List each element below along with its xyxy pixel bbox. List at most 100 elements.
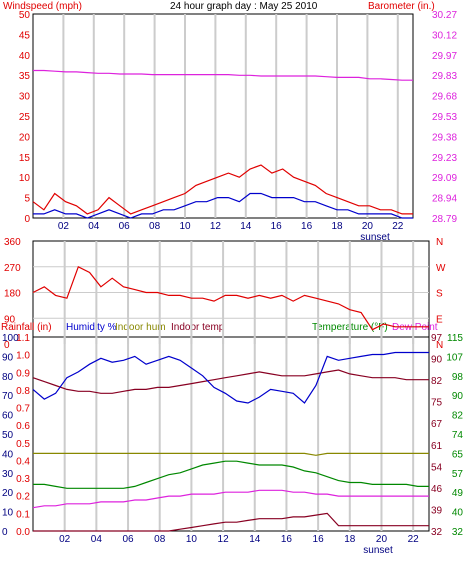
rain-ytick: 0.2 (16, 492, 30, 503)
barometer-ytick: 29.23 (432, 153, 457, 164)
wind-ytick: 35 (19, 71, 31, 82)
barometer-ytick: 29.53 (432, 112, 457, 123)
windspeed-line (32, 164, 413, 215)
compass-tick: E (436, 314, 443, 325)
temp-xtick: 22 (408, 534, 420, 545)
legend-indoor-temp: Indoor temp (171, 322, 225, 333)
barometer-ytick: 29.09 (432, 173, 457, 184)
barometer-ytick: 28.94 (432, 194, 457, 205)
wind-ytick: 25 (19, 112, 31, 123)
temp-xtick: 12 (218, 534, 230, 545)
direction-ytick: 360 (4, 237, 21, 248)
wind-ytick: 15 (19, 153, 31, 164)
wind-xtick: 12 (210, 221, 222, 232)
temp-ytick: 57 (452, 469, 464, 480)
temp-ytick: 49 (452, 488, 464, 499)
rain-ytick: 0.4 (16, 456, 30, 467)
temp-ytick: 65 (452, 449, 464, 460)
wind-ytick: 30 (19, 92, 31, 103)
barometer-ytick: 30.27 (432, 10, 457, 21)
humidity-line (32, 351, 429, 404)
temp-xtick: 06 (122, 534, 134, 545)
temp-xtick: 16 (313, 534, 325, 545)
barometer-ytick: 29.97 (432, 51, 457, 62)
wind-panel-frame (32, 13, 414, 219)
wind-ytick: 20 (19, 132, 31, 143)
wind-axis-label: Windspeed (mph) (3, 1, 82, 12)
temp-xtick: 04 (91, 534, 103, 545)
dewpoint-line (32, 489, 429, 509)
barometer-ytick: 29.83 (432, 71, 457, 82)
indoor-ytick: 39 (431, 505, 443, 516)
rain-ytick: 0.8 (16, 386, 30, 397)
indoor-ytick: 82 (431, 376, 443, 387)
direction-ytick: 90 (4, 314, 16, 325)
rain-ytick: 1.0 (16, 351, 30, 362)
wind-ytick: 10 (19, 173, 31, 184)
wind-xtick: 02 (58, 221, 70, 232)
rain-ytick: 0.6 (16, 421, 30, 432)
indoor-ytick: 32 (431, 527, 443, 538)
series-layer (32, 69, 429, 532)
legend-humidity: Humidity % (66, 322, 117, 333)
wind-xtick: 22 (392, 221, 404, 232)
humidity-ytick: 50 (2, 430, 14, 441)
indoor-ytick: 61 (431, 441, 443, 452)
barometer-ytick: 30.12 (432, 30, 457, 41)
rainfall-line (33, 512, 429, 532)
indoor-ytick: 46 (431, 484, 443, 495)
temp-ytick: 40 (452, 508, 464, 519)
tick-layer: 5045403530252015105030.2730.1229.9729.83… (2, 10, 463, 556)
temp-ytick: 115 (447, 333, 463, 344)
indoor-ytick: 97 (431, 333, 443, 344)
temp-xtick: 02 (59, 534, 71, 545)
indoor-ytick: 75 (431, 398, 443, 409)
direction-ytick: 180 (4, 289, 21, 300)
barometer-ytick: 29.38 (432, 132, 457, 143)
humidity-ytick: 40 (2, 449, 14, 460)
wind-xtick: 16 (271, 221, 283, 232)
temp-ytick: 107 (446, 352, 463, 363)
barometer-ytick: 29.68 (432, 92, 457, 103)
humidity-ytick: 30 (2, 469, 14, 480)
legend-dew-point: Dew Point (392, 322, 438, 333)
temp-xtick: 10 (186, 534, 198, 545)
wind-xtick: 16 (301, 221, 313, 232)
humidity-ytick: 20 (2, 488, 14, 499)
barometer-ytick: 28.79 (432, 214, 457, 225)
wind-xtick: 04 (88, 221, 100, 232)
wind-xtick: 06 (119, 221, 131, 232)
barometer-axis-label: Barometer (in.) (368, 1, 435, 12)
indoor-ytick: 67 (431, 419, 443, 430)
wind-xtick: 20 (362, 221, 374, 232)
temp-xtick: 16 (281, 534, 293, 545)
legend-rainfall: Rainfall (in) (1, 322, 52, 333)
rain-ytick: 1.1 (16, 333, 30, 344)
direction-ytick: 270 (4, 263, 21, 274)
wind-xtick: 08 (149, 221, 161, 232)
direction-line (32, 265, 429, 331)
rain-ytick: 0.3 (16, 474, 30, 485)
temp-xtick: 18 (344, 534, 356, 545)
humidity-ytick: 60 (2, 411, 14, 422)
compass-tick: S (436, 289, 443, 300)
grid-layer (33, 14, 429, 531)
sunset-label: sunset (360, 232, 390, 243)
compass-tick: W (436, 263, 446, 274)
rain-ytick: 0.1 (16, 509, 30, 520)
indoor-temp-line (32, 369, 429, 394)
temperature-line (33, 460, 429, 489)
sunset-label-bottom: sunset (363, 545, 393, 556)
humidity-ytick: 90 (2, 352, 14, 363)
wind-ytick: 0 (24, 214, 30, 225)
temp-xtick: 14 (249, 534, 261, 545)
legend-indoor-hum: Indoor hum (115, 322, 166, 333)
compass-tick: N (436, 340, 443, 351)
rain-ytick: 0.9 (16, 368, 30, 379)
temp-xtick: 08 (154, 534, 166, 545)
humidity-ytick: 0 (2, 527, 8, 538)
indoor-hum-line (33, 452, 429, 456)
chart-title: 24 hour graph day : May 25 2010 (170, 1, 318, 12)
